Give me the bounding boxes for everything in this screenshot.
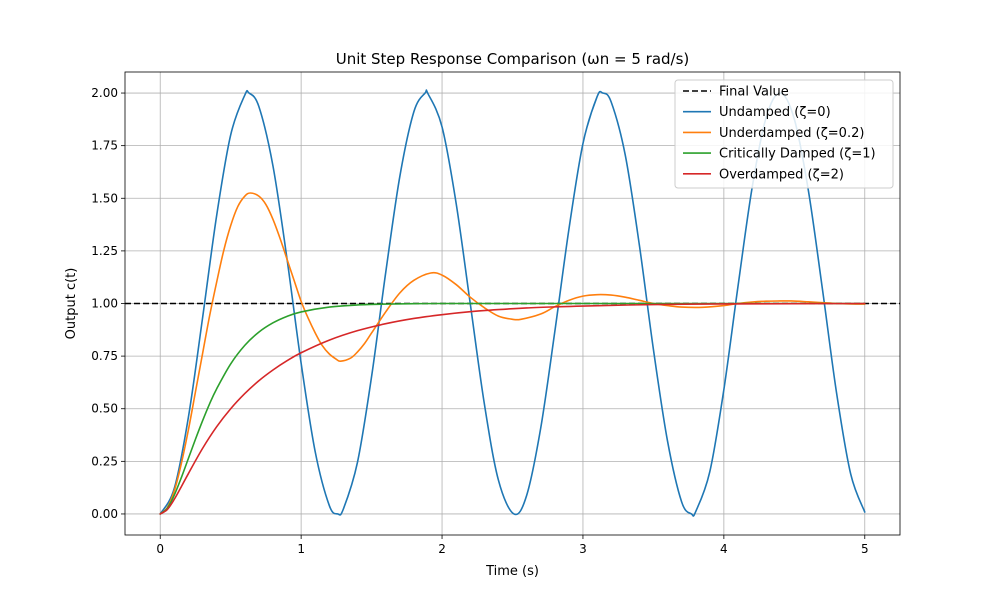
- chart-title: Unit Step Response Comparison (ωn = 5 ra…: [336, 50, 690, 68]
- x-axis-ticks: 0 1 2 3 4 5: [156, 535, 869, 556]
- x-tick-label: 3: [579, 542, 587, 556]
- x-tick-label: 0: [156, 542, 164, 556]
- y-tick-label: 2.00: [91, 86, 118, 100]
- y-tick-label: 1.00: [91, 297, 118, 311]
- legend-frame: [674, 79, 894, 189]
- legend-label: Critically Damped (ζ=1): [719, 147, 876, 162]
- series-layer: [125, 89, 900, 517]
- legend-label: Overdamped (ζ=2): [719, 167, 844, 182]
- y-tick-label: 0.50: [91, 402, 118, 416]
- y-tick-label: 1.25: [91, 244, 118, 258]
- legend-label: Undamped (ζ=0): [719, 105, 831, 120]
- series-line-3: [159, 302, 866, 515]
- y-tick-label: 0.25: [91, 454, 118, 468]
- legend-label: Final Value: [719, 85, 789, 100]
- legend: Final Value Undamped (ζ=0) Underdamped (ζ=…: [674, 79, 894, 189]
- legend-label: Underdamped (ζ=0.2): [719, 126, 864, 141]
- y-tick-label: 1.75: [91, 139, 118, 153]
- y-axis-ticks: 0.00 0.25 0.50 0.75 1.00 1.25 1.50 1.75 2.00: [91, 86, 125, 521]
- y-tick-label: 0.00: [91, 507, 118, 521]
- x-tick-label: 1: [297, 542, 305, 556]
- x-tick-label: 2: [438, 542, 446, 556]
- y-tick-label: 0.75: [91, 349, 118, 363]
- x-tick-label: 5: [861, 542, 869, 556]
- y-tick-label: 1.50: [91, 191, 118, 205]
- x-axis-label: Time (s): [485, 564, 539, 579]
- series-line-4: [159, 302, 866, 515]
- y-axis-label: Output c(t): [64, 268, 79, 340]
- series-line-1: [159, 89, 866, 517]
- x-tick-label: 4: [720, 542, 728, 556]
- series-line-2: [159, 192, 866, 515]
